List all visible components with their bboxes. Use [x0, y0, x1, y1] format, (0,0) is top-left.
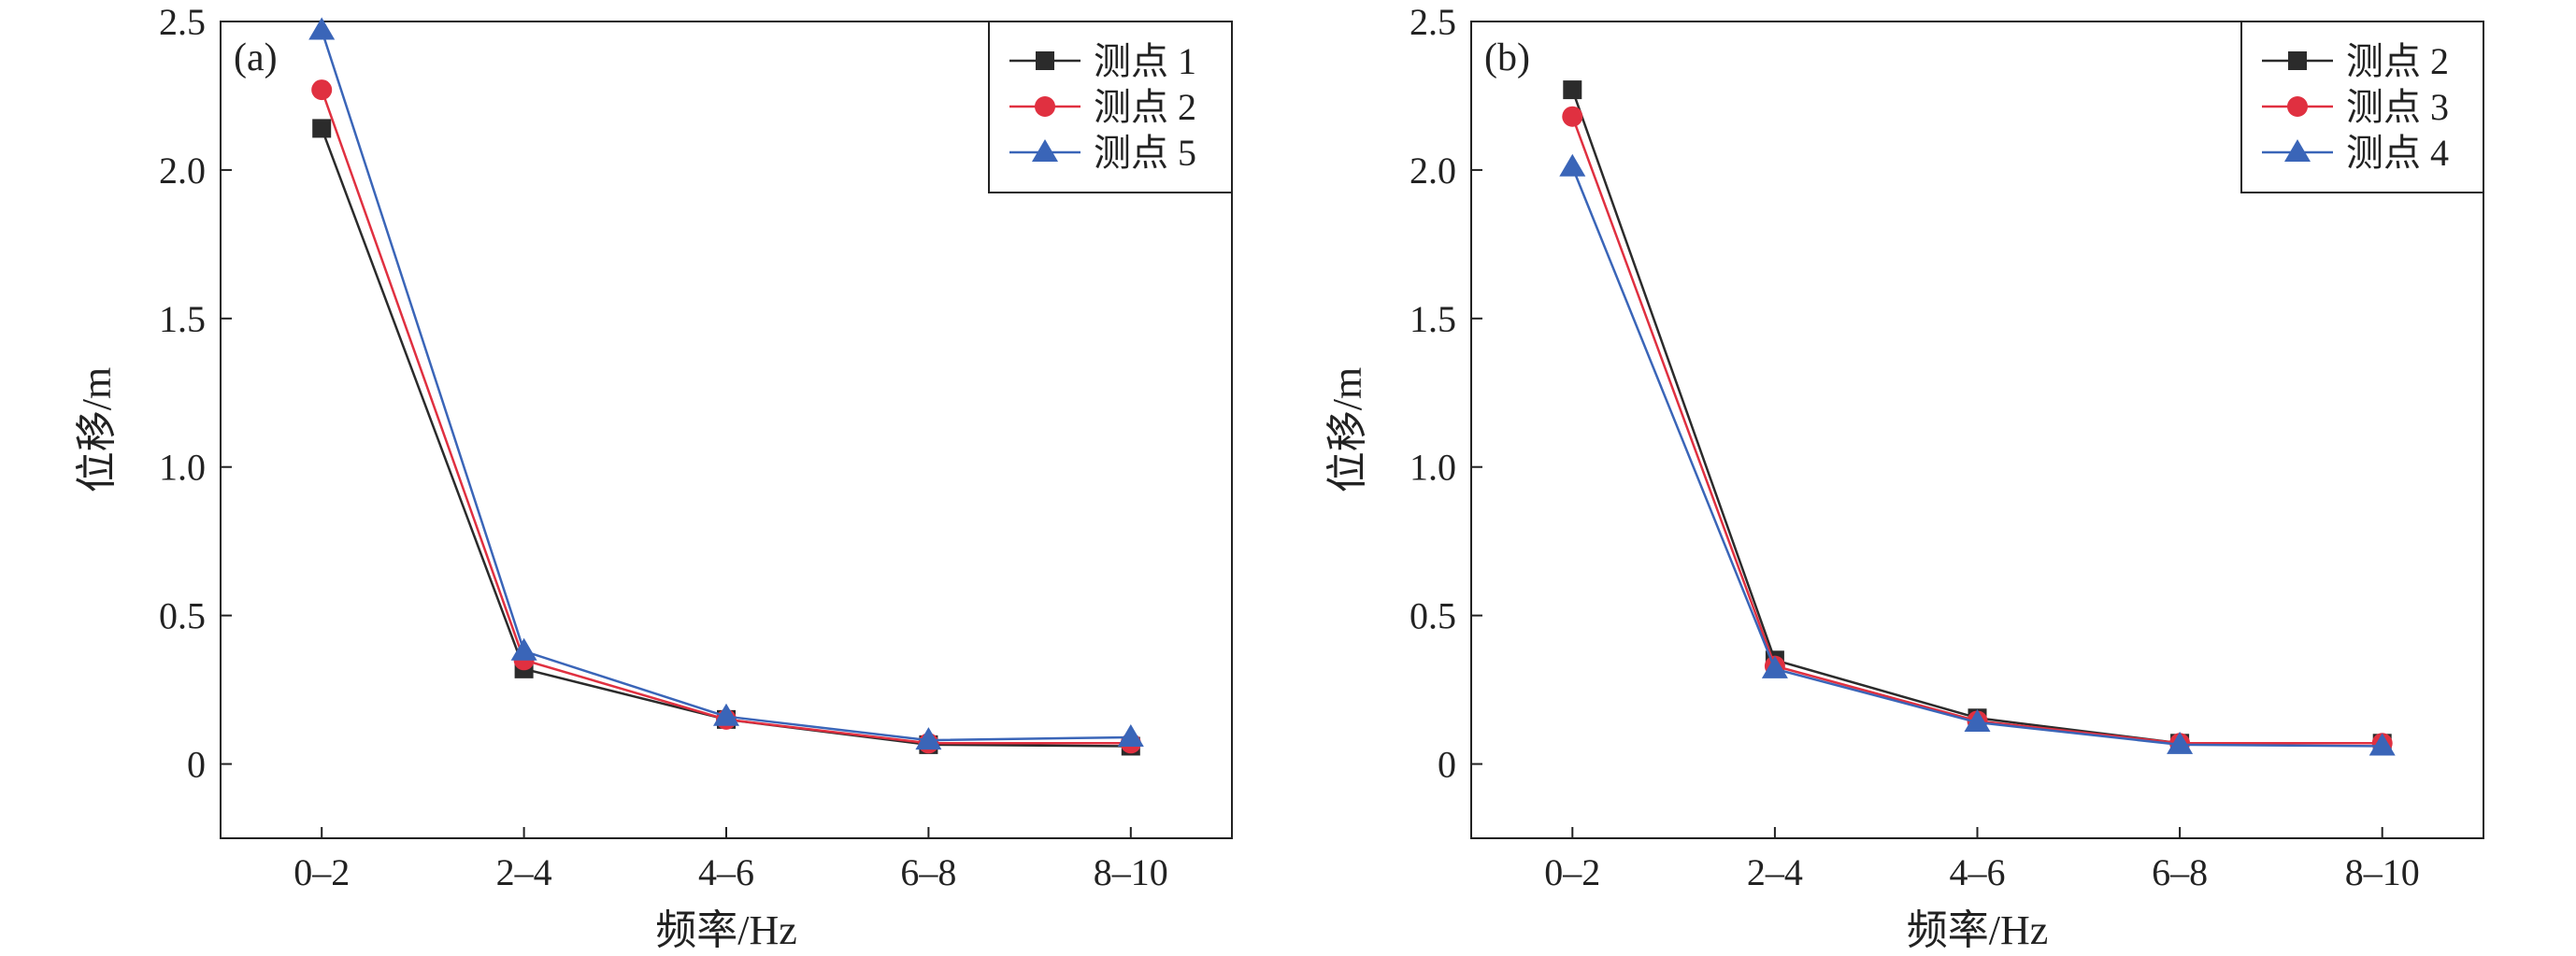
series-3 [1559, 153, 2396, 756]
data-point [1559, 153, 1586, 177]
x-tick-label: 8–10 [2345, 851, 2420, 893]
y-tick-label: 1.5 [159, 298, 206, 340]
y-axis-title: 位移/m [74, 367, 120, 492]
x-tick-label: 0–2 [1544, 851, 1600, 893]
y-axis-title: 位移/m [1324, 367, 1370, 492]
panel-label: (a) [234, 36, 278, 79]
y-tick-label: 2.5 [159, 1, 206, 43]
legend-marker [1035, 96, 1055, 117]
data-point [308, 17, 336, 40]
data-point [510, 637, 537, 661]
y-tick-label: 0 [187, 744, 206, 786]
legend-label: 测点 2 [2346, 40, 2449, 82]
legend: 测点 2测点 3测点 4 [2240, 21, 2484, 193]
x-tick-label: 8–10 [1094, 851, 1168, 893]
legend-label: 测点 5 [1094, 132, 1196, 174]
y-tick-label: 1.0 [1410, 447, 1456, 489]
panel-label: (b) [1484, 36, 1530, 79]
series-2 [1562, 106, 2393, 754]
x-tick-label: 2–4 [1747, 851, 1803, 893]
y-tick-label: 2.0 [159, 150, 206, 192]
legend-marker [2284, 139, 2311, 162]
data-point [1563, 80, 1582, 100]
y-tick-label: 0 [1438, 744, 1456, 786]
legend-marker [2287, 96, 2308, 117]
legend-marker [2288, 51, 2307, 70]
data-point [1562, 106, 1583, 127]
data-point [2368, 733, 2396, 756]
y-tick-label: 1.0 [159, 447, 206, 489]
y-tick-label: 2.5 [1410, 1, 1456, 43]
legend-marker [1032, 139, 1058, 162]
x-tick-label: 6–8 [2152, 851, 2208, 893]
data-point [2167, 731, 2194, 754]
panel-b: 0 0.5 1.0 1.5 2.0 2.5 0–2 2–4 4–6 6–8 8–10 频率/Hz 位移/… [1324, 1, 2484, 953]
series-line [1571, 166, 2383, 748]
panel-a: 0 0.5 1.0 1.5 2.0 2.5 0–2 2–4 4–6 6–8 8–10 频率/Hz 位移/… [74, 1, 1233, 953]
data-point [312, 119, 332, 138]
x-tick-label: 0–2 [293, 851, 350, 893]
x-tick-label: 4–6 [1950, 851, 2006, 893]
x-tick-label: 4–6 [698, 851, 754, 893]
legend-label: 测点 2 [1094, 86, 1196, 128]
x-axis-title: 频率/Hz [655, 907, 797, 953]
y-tick-label: 1.5 [1410, 298, 1456, 340]
data-point [1117, 723, 1144, 747]
series-line [321, 127, 1131, 748]
data-point [915, 727, 942, 750]
y-tick-label: 0.5 [1410, 595, 1456, 637]
data-point [1964, 709, 1991, 733]
data-point [1761, 655, 1788, 678]
data-point [311, 79, 333, 101]
x-axis-title: 频率/Hz [1907, 907, 2049, 953]
y-tick-label: 2.0 [1410, 150, 1456, 192]
series-3 [308, 17, 1144, 750]
series-1 [312, 119, 1140, 756]
legend-label: 测点 1 [1094, 40, 1196, 82]
x-tick-label: 6–8 [900, 851, 956, 893]
data-point [713, 703, 739, 726]
y-tick-label: 0.5 [159, 595, 206, 637]
legend: 测点 1测点 2测点 5 [988, 21, 1233, 193]
x-tick-label: 2–4 [496, 851, 552, 893]
legend-label: 测点 3 [2346, 86, 2449, 128]
legend-marker [1036, 51, 1054, 70]
legend-label: 测点 4 [2346, 132, 2449, 174]
